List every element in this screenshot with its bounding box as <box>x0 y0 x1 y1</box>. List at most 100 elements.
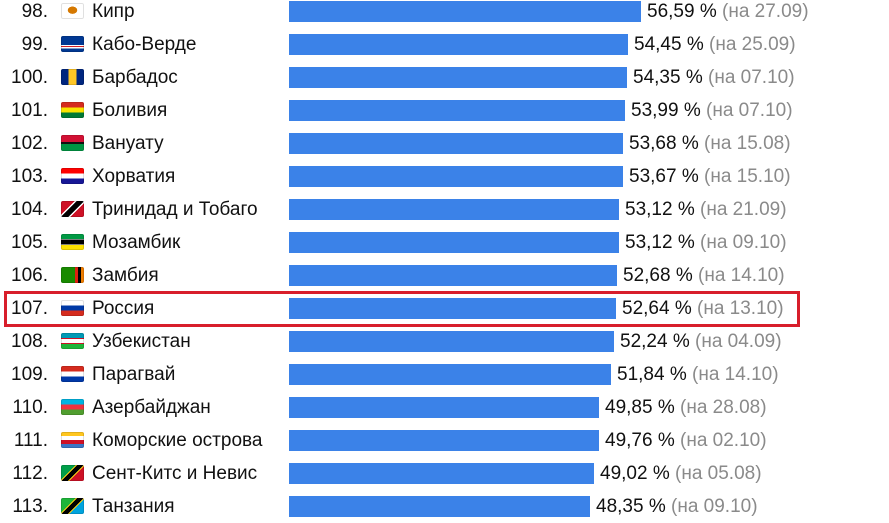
saint-kitts-and-nevis-flag-icon <box>61 465 84 481</box>
country-label: Мозамбик <box>92 232 181 253</box>
chart-row: 102. Вануату 53,68 % (на 15.08) <box>0 127 889 160</box>
rank-label: 103. <box>11 166 48 187</box>
country-label: Тринидад и Тобаго <box>92 199 258 220</box>
chart-row: 113. Танзания 48,35 % (на 09.10) <box>0 490 889 523</box>
date-text: (на 14.10) <box>698 265 785 286</box>
rank-label: 105. <box>11 232 48 253</box>
value-label: 52,24 % (на 04.09) <box>620 325 782 358</box>
rank-label: 107. <box>11 298 48 319</box>
bar <box>289 298 616 319</box>
rank-label: 100. <box>11 67 48 88</box>
mozambique-flag-icon <box>61 234 84 250</box>
date-text: (на 14.10) <box>692 364 779 385</box>
bar <box>289 496 590 517</box>
chart-row: 105. Мозамбик 53,12 % (на 09.10) <box>0 226 889 259</box>
cape-verde-flag-icon <box>61 36 84 52</box>
chart-row: 103. Хорватия 53,67 % (на 15.10) <box>0 160 889 193</box>
chart-row: 109. Парагвай 51,84 % (на 14.10) <box>0 358 889 391</box>
azerbaijan-flag-icon <box>61 399 84 415</box>
chart-row: 101. Боливия 53,99 % (на 07.10) <box>0 94 889 127</box>
value-label: 53,12 % (на 21.09) <box>625 193 787 226</box>
rank-label: 104. <box>11 199 48 220</box>
value-label: 49,76 % (на 02.10) <box>605 424 767 457</box>
croatia-flag-icon <box>61 168 84 184</box>
date-text: (на 07.10) <box>708 67 795 88</box>
country-label: Замбия <box>92 265 159 286</box>
bar <box>289 100 625 121</box>
percent-text: 53,12 % <box>625 232 700 253</box>
chart-row: 107. Россия 52,64 % (на 13.10) <box>0 292 889 325</box>
rank-label: 109. <box>11 364 48 385</box>
bolivia-flag-icon <box>61 102 84 118</box>
percent-text: 52,24 % <box>620 331 695 352</box>
bar <box>289 463 594 484</box>
date-text: (на 13.10) <box>697 298 784 319</box>
bar <box>289 397 599 418</box>
country-label: Сент-Китс и Невис <box>92 463 258 484</box>
date-text: (на 15.08) <box>704 133 791 154</box>
percent-text: 52,68 % <box>623 265 698 286</box>
date-text: (на 21.09) <box>700 199 787 220</box>
country-label: Барбадос <box>92 67 178 88</box>
percent-text: 53,12 % <box>625 199 700 220</box>
chart-row: 111. Коморские острова 49,76 % (на 02.10) <box>0 424 889 457</box>
rank-label: 110. <box>12 397 48 418</box>
paraguay-flag-icon <box>61 366 84 382</box>
date-text: (на 09.10) <box>700 232 787 253</box>
date-text: (на 27.09) <box>722 1 809 22</box>
country-label: Вануату <box>92 133 164 154</box>
percent-text: 51,84 % <box>617 364 692 385</box>
date-text: (на 28.08) <box>680 397 767 418</box>
percent-text: 54,45 % <box>634 34 709 55</box>
percent-text: 49,76 % <box>605 430 680 451</box>
russia-highlight-box <box>4 291 800 327</box>
percent-text: 53,99 % <box>631 100 706 121</box>
value-label: 54,45 % (на 25.09) <box>634 28 796 61</box>
barbados-flag-icon <box>61 69 84 85</box>
tanzania-flag-icon <box>61 498 84 514</box>
country-label: Россия <box>92 298 155 319</box>
bar <box>289 166 623 187</box>
date-text: (на 25.09) <box>709 34 796 55</box>
bar <box>289 34 628 55</box>
chart-row: 104. Тринидад и Тобаго 53,12 % (на 21.09) <box>0 193 889 226</box>
country-label: Боливия <box>92 100 168 121</box>
value-label: 52,68 % (на 14.10) <box>623 259 785 292</box>
rank-label: 98. <box>21 1 48 22</box>
rank-label: 113. <box>12 496 48 517</box>
rank-label: 111. <box>13 430 48 451</box>
zambia-flag-icon <box>61 267 84 283</box>
comoros-flag-icon <box>61 432 84 448</box>
country-label: Хорватия <box>92 166 176 187</box>
value-label: 48,35 % (на 09.10) <box>596 490 758 523</box>
percent-text: 56,59 % <box>647 1 722 22</box>
bar <box>289 1 641 22</box>
value-label: 53,68 % (на 15.08) <box>629 127 791 160</box>
rank-label: 101. <box>11 100 48 121</box>
chart-row: 100. Барбадос 54,35 % (на 07.10) <box>0 61 889 94</box>
value-label: 49,02 % (на 05.08) <box>600 457 762 490</box>
chart-row: 99. Кабо-Верде 54,45 % (на 25.09) <box>0 28 889 61</box>
chart-row: 112. Сент-Китс и Невис 49,02 % (на 05.08) <box>0 457 889 490</box>
value-label: 52,64 % (на 13.10) <box>622 292 784 325</box>
bar <box>289 364 611 385</box>
chart-row: 110. Азербайджан 49,85 % (на 28.08) <box>0 391 889 424</box>
bar <box>289 199 619 220</box>
country-label: Кипр <box>92 1 135 22</box>
value-label: 51,84 % (на 14.10) <box>617 358 779 391</box>
country-label: Узбекистан <box>92 331 191 352</box>
value-label: 49,85 % (на 28.08) <box>605 391 767 424</box>
rank-label: 102. <box>11 133 48 154</box>
percent-text: 52,64 % <box>622 298 697 319</box>
percent-text: 48,35 % <box>596 496 671 517</box>
rank-label: 99. <box>21 34 48 55</box>
country-label: Коморские острова <box>92 430 263 451</box>
date-text: (на 15.10) <box>704 166 791 187</box>
date-text: (на 05.08) <box>675 463 762 484</box>
russia-flag-icon <box>61 300 84 316</box>
uzbekistan-flag-icon <box>61 333 84 349</box>
bar <box>289 232 619 253</box>
value-label: 53,12 % (на 09.10) <box>625 226 787 259</box>
value-label: 53,67 % (на 15.10) <box>629 160 791 193</box>
